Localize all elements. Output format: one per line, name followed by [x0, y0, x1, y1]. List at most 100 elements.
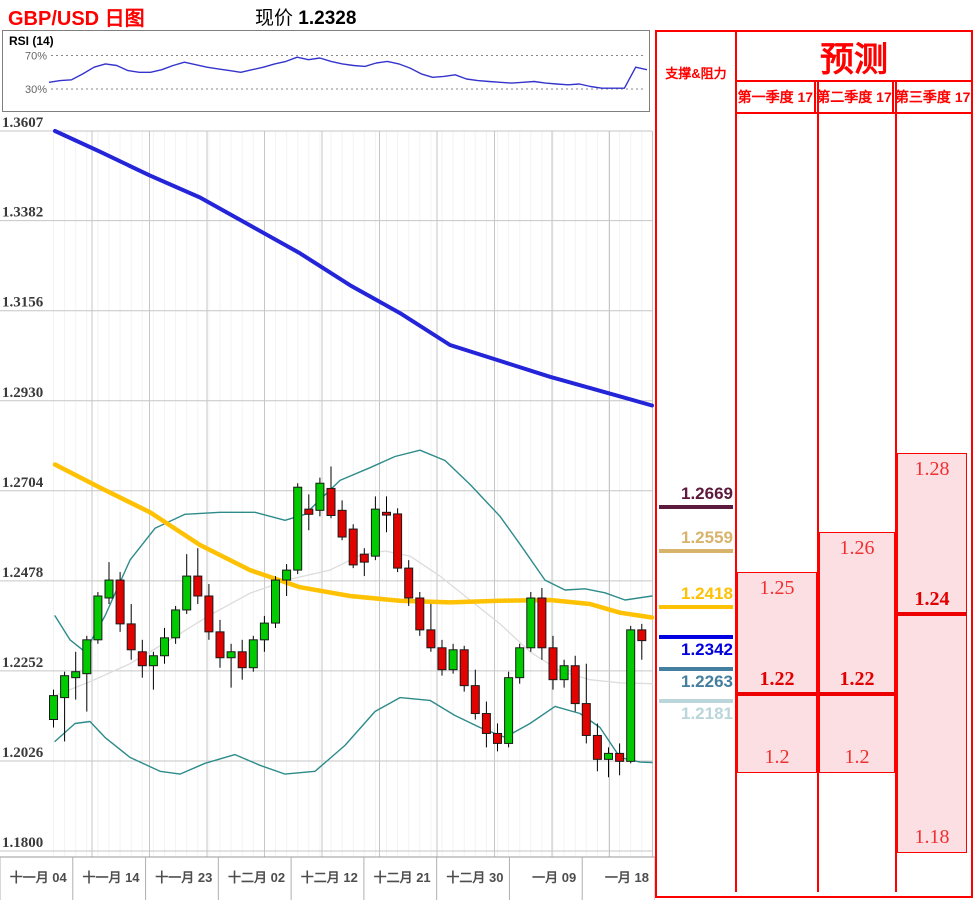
bearish-candle: [393, 513, 403, 569]
forecast-column-separator: [895, 82, 897, 892]
bullish-candle: [93, 595, 103, 641]
bearish-candle: [404, 567, 414, 599]
moving-average-yellow: [52, 462, 655, 620]
x-axis-label: 十二月 30: [446, 870, 503, 885]
sr-label-1.2181: 1.2181: [681, 704, 733, 724]
bearish-candle: [204, 595, 214, 633]
bearish-candle: [426, 629, 436, 649]
forecast-range-q2: [819, 532, 895, 774]
forecast-q2-header: 第二季度 17: [813, 82, 893, 112]
bearish-candle: [481, 713, 491, 734]
bollinger-upper-line: [54, 449, 653, 653]
bullish-candle: [559, 665, 569, 681]
forecast-high-q2: 1.26: [839, 537, 875, 560]
bullish-candle: [171, 609, 181, 639]
bullish-candle: [148, 655, 158, 667]
bullish-candle: [315, 482, 325, 511]
bullish-candle: [248, 639, 258, 669]
forecast-low-q2: 1.2: [844, 746, 870, 769]
bearish-candle: [437, 647, 447, 671]
rsi-threshold-label: 70%: [25, 51, 47, 63]
bullish-candle: [160, 637, 169, 657]
forecast-low-q1: 1.2: [764, 746, 790, 769]
y-axis-label: 1.2478: [2, 565, 43, 581]
bearish-candle: [126, 623, 136, 651]
forecast-range-q1: [737, 572, 817, 774]
forecast-mid-q2: 1.22: [839, 667, 875, 690]
forecast-mid-line-q2: [819, 691, 895, 696]
bullish-candle: [604, 752, 613, 760]
forecast-mid-q1: 1.22: [759, 667, 795, 690]
forecast-mid-line-q1: [737, 691, 817, 696]
x-axis-label: 十一月 14: [82, 870, 140, 885]
rsi-threshold-label: 30%: [25, 84, 47, 96]
bearish-candle: [326, 487, 336, 517]
sr-column-separator: [735, 112, 737, 892]
rsi-label: RSI (14): [9, 34, 54, 48]
y-axis-label: 1.3607: [2, 115, 44, 131]
x-axis-label: 十二月 21: [374, 870, 431, 885]
sr-label-1.2669: 1.2669: [681, 483, 733, 503]
sr-line-1.2669: [659, 504, 733, 509]
current-price-label: 现价: [255, 8, 294, 29]
forecast-q3-header: 第三季度 17: [892, 82, 971, 112]
chart-title: GBP/USD 日图: [8, 8, 145, 30]
sr-line-1.2181: [659, 699, 733, 704]
bearish-candle: [359, 553, 369, 563]
x-axis-label: 一月 09: [532, 870, 576, 885]
forecast-high-q1: 1.25: [759, 577, 795, 600]
bearish-candle: [215, 631, 225, 659]
forecast-q1-header: 第一季度 17: [737, 89, 814, 105]
bullish-candle: [282, 569, 292, 581]
bearish-candle: [615, 752, 625, 762]
bullish-candle: [226, 651, 236, 659]
bullish-candle: [259, 622, 269, 641]
forecast-header: 预测: [737, 32, 971, 82]
bullish-candle: [448, 649, 458, 671]
bearish-candle: [382, 511, 391, 516]
y-axis-label: 1.2704: [2, 475, 44, 491]
bearish-candle: [115, 579, 125, 625]
y-axis-label: 1.2252: [2, 655, 43, 671]
bullish-candle: [182, 575, 192, 611]
rsi-line: [48, 56, 648, 89]
bullish-candle: [526, 597, 536, 649]
current-price-value: 1.2328: [298, 8, 357, 29]
bearish-candle: [337, 509, 347, 538]
y-axis-label: 1.3382: [2, 205, 43, 221]
bullish-candle: [60, 675, 70, 699]
rsi-plot: RSI (14) 70% 30%: [9, 34, 648, 96]
x-axis-label: 十一月 04: [10, 870, 68, 885]
bearish-candle: [137, 651, 147, 667]
bearish-candle: [581, 703, 591, 736]
moving-average-blue: [53, 129, 654, 408]
bearish-candle: [470, 685, 480, 715]
sr-label-1.2418: 1.2418: [681, 583, 733, 603]
bearish-candle: [415, 597, 425, 631]
support-resistance-forecast-panel: 1.25 1.22 1.2 1.26 1.22 1.2 1.28 1.24 1.18 1.2669…: [655, 30, 973, 898]
rsi-indicator-panel: RSI (14) 70% 30%: [2, 30, 650, 112]
forecast-column-separator: [817, 82, 819, 892]
sr-line-1.2559: [659, 548, 733, 553]
bearish-candle: [493, 732, 502, 744]
sr-label-1.2263: 1.2263: [681, 671, 733, 691]
forecast-mid-line-q3: [897, 611, 967, 616]
bullish-candle: [49, 695, 58, 721]
y-axis-label: 1.3156: [2, 295, 44, 311]
x-axis-label: 十二月 02: [228, 870, 285, 885]
bearish-candle: [304, 508, 314, 515]
candlestick-chart: 1.3607 1.3382 1.3156 1.2930 1.2704 1.2478 1.22…: [0, 115, 655, 900]
x-axis-label: 一月 18: [605, 870, 649, 885]
bearish-candle: [237, 651, 247, 669]
panel-body: 1.25 1.22 1.2 1.26 1.22 1.2 1.28 1.24 1.18 1.2669…: [657, 32, 971, 896]
bearish-candle: [537, 597, 547, 649]
bearish-candle: [459, 649, 469, 687]
sr-line-1.2418: [659, 604, 733, 609]
bullish-candle: [271, 579, 280, 624]
bullish-candle: [626, 629, 636, 762]
x-axis-label: 十二月 12: [301, 870, 358, 885]
y-axis-label: 1.2930: [2, 385, 43, 401]
bullish-candle: [370, 508, 380, 557]
x-axis-label: 十一月 23: [155, 870, 212, 885]
